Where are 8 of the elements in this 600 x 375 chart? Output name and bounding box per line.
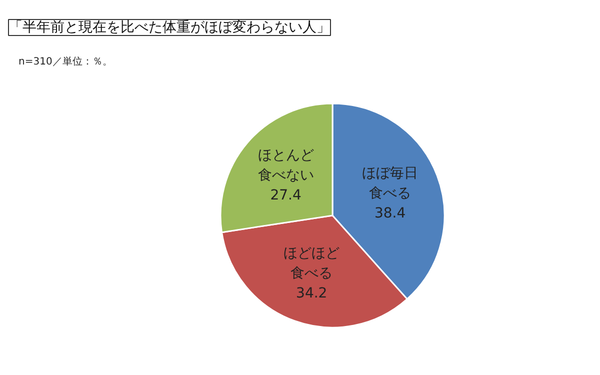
slice-label: ほとんど食べない xyxy=(258,147,314,184)
slice-label: ほぼ毎日食べる xyxy=(362,166,418,202)
text: n=310／単位：％。 xyxy=(18,56,112,68)
data-label: 38.4 xyxy=(374,206,406,222)
data-label: 34.2 xyxy=(296,285,328,302)
chart-title: 「半年前と現在を比べた体重がほぼ変わらない人」 xyxy=(8,20,330,36)
slice-label: ほどほど食べる xyxy=(284,245,340,282)
data-label: 27.4 xyxy=(270,187,302,204)
